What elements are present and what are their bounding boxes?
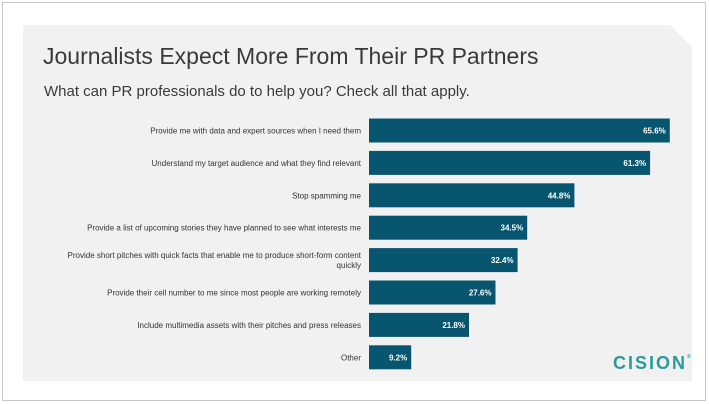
bar-7 [369, 345, 412, 370]
bar-chart: 65.6% Provide me with data and expert sou… [68, 118, 670, 370]
bar-5 [369, 280, 496, 305]
category-label-2: Stop spamming me [292, 191, 361, 200]
value-label-7: 9.2% [389, 353, 407, 362]
folded-corner [670, 25, 692, 47]
cision-logo: CISION® [613, 353, 691, 374]
bar-2 [369, 183, 575, 208]
bar-4 [369, 248, 518, 273]
value-label-0: 65.6% [643, 127, 666, 136]
bar-3 [369, 215, 528, 240]
value-label-4: 32.4% [491, 256, 514, 265]
category-label-3: Provide a list of upcoming stories they … [87, 224, 361, 233]
chart-slide: Journalists Expect More From Their PR Pa… [23, 25, 692, 381]
logo-registered-mark: ® [687, 354, 691, 360]
chart-subtitle: What can PR professionals do to help you… [44, 83, 470, 100]
chart-title: Journalists Expect More From Their PR Pa… [43, 43, 539, 69]
bar-6 [369, 312, 469, 337]
category-label-5: Provide their cell number to me since mo… [107, 289, 361, 298]
value-label-5: 27.6% [469, 289, 492, 298]
category-label-7: Other [341, 353, 361, 362]
category-label-4-line-1: quickly [337, 261, 361, 270]
value-label-6: 21.8% [442, 321, 465, 330]
category-label-0: Provide me with data and expert sources … [150, 127, 361, 136]
category-label-4-line-0: Provide short pitches with quick facts t… [68, 251, 362, 260]
value-label-2: 44.8% [548, 191, 571, 200]
category-label-6: Include multimedia assets with their pit… [137, 321, 361, 330]
category-label-1: Understand my target audience and what t… [152, 159, 362, 168]
logo-text: CISION [613, 353, 688, 373]
bar-0 [369, 118, 670, 143]
value-label-3: 34.5% [501, 224, 524, 233]
value-label-1: 61.3% [623, 159, 646, 168]
bar-1 [369, 150, 651, 175]
